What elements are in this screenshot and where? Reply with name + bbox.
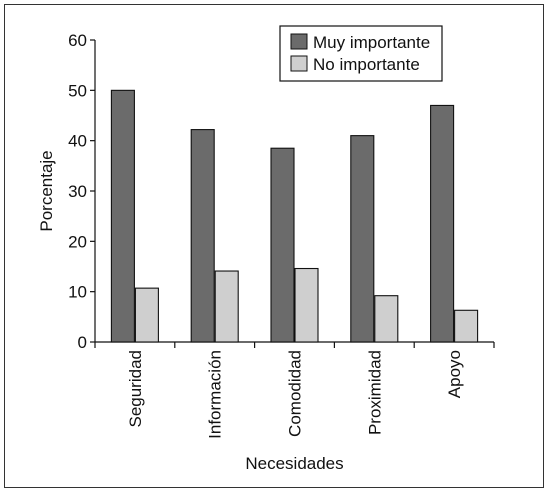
x-category-label: Seguridad — [126, 350, 145, 428]
bars — [110, 89, 479, 343]
legend-label: No importante — [313, 55, 420, 74]
x-category-label: Apoyo — [445, 350, 464, 398]
bar-no-importante — [454, 309, 479, 343]
bar-muy-importante — [350, 135, 375, 343]
bar-no-importante — [134, 287, 159, 343]
legend-swatch — [290, 33, 308, 50]
bar-no-importante — [214, 270, 239, 343]
legend: Muy importante No importante — [279, 25, 443, 82]
y-tick-label: 20 — [68, 232, 87, 251]
y-tick-label: 40 — [68, 132, 87, 151]
legend-swatch — [290, 55, 308, 72]
labels: 0 10 20 30 40 50 60 Porcentaje Seguridad Informac… — [37, 31, 464, 473]
bar-muy-importante — [270, 147, 295, 343]
y-axis-title: Porcentaje — [37, 150, 56, 231]
y-tick-label: 30 — [68, 182, 87, 201]
y-tick-label: 0 — [78, 333, 87, 352]
y-tick-label: 60 — [68, 31, 87, 50]
bar-muy-importante — [430, 104, 455, 343]
y-tick-label: 50 — [68, 81, 87, 100]
bar-muy-importante — [110, 89, 135, 343]
bar-no-importante — [294, 267, 319, 343]
y-tick-label: 10 — [68, 283, 87, 302]
x-category-label: Comodidad — [286, 350, 305, 437]
bar-muy-importante — [190, 129, 215, 343]
x-axis-title: Necesidades — [245, 454, 343, 473]
bar-no-importante — [374, 295, 399, 343]
legend-label: Muy importante — [313, 33, 430, 52]
x-category-label: Proximidad — [365, 350, 384, 435]
x-category-label: Información — [206, 350, 225, 439]
